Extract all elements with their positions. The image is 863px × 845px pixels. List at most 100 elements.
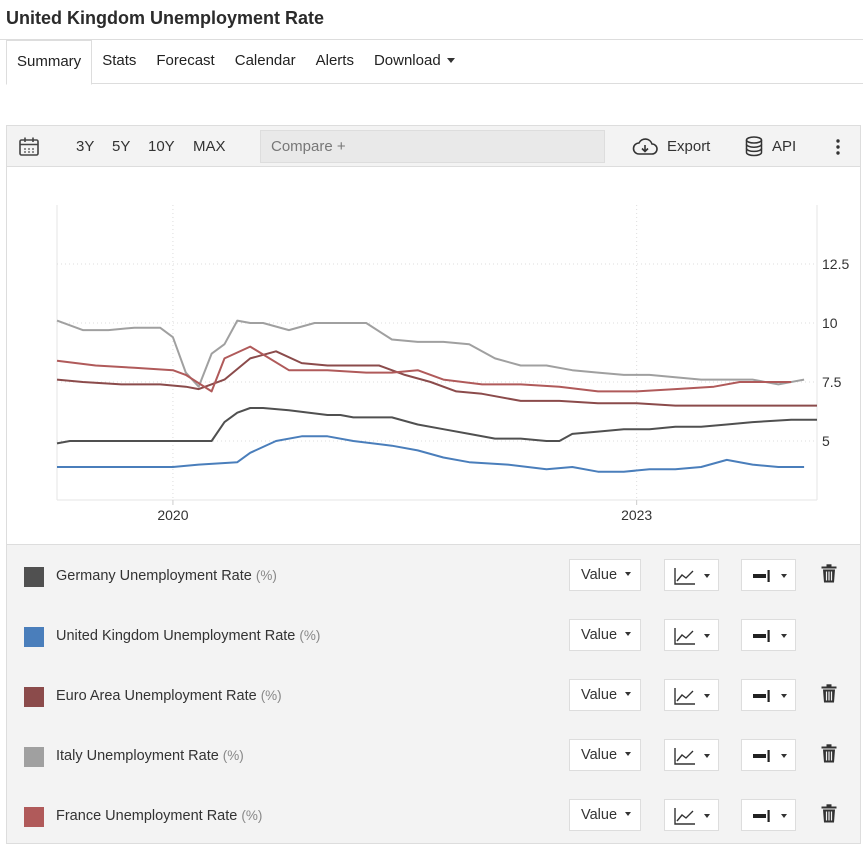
tab-label: Stats (102, 52, 137, 69)
series-name-text: Germany Unemployment Rate (56, 568, 252, 584)
series-panel: Germany Unemployment Rate (%) Value United … (6, 544, 861, 844)
range-3y-button[interactable]: 3Y (76, 138, 95, 155)
series-row: Euro Area Unemployment Rate (%) Value (7, 665, 860, 725)
value-type-label: Value (581, 807, 618, 823)
axis-side-dropdown[interactable] (741, 619, 796, 651)
value-type-label: Value (581, 687, 618, 703)
compare-input[interactable] (260, 130, 605, 163)
value-type-label: Value (581, 747, 618, 763)
trash-icon[interactable] (821, 684, 837, 708)
series-row: Germany Unemployment Rate (%) Value (7, 545, 860, 605)
chart-type-dropdown[interactable] (664, 559, 719, 591)
chart-type-dropdown[interactable] (664, 739, 719, 771)
chevron-down-icon (625, 812, 632, 817)
tab-calendar[interactable]: Calendar (225, 40, 306, 84)
range-max-button[interactable]: MAX (193, 138, 226, 155)
series-name-text: France Unemployment Rate (56, 808, 238, 824)
chart-toolbar: 3Y 5Y 10Y MAX Export API (7, 126, 860, 167)
chart-type-dropdown[interactable] (664, 619, 719, 651)
chart-type-dropdown[interactable] (664, 799, 719, 831)
x-tick-label: 2023 (621, 507, 652, 523)
chevron-down-icon (704, 814, 710, 818)
axis-side-dropdown[interactable] (741, 679, 796, 711)
axis-right-icon (753, 630, 770, 642)
series-name-text: Euro Area Unemployment Rate (56, 688, 257, 704)
tab-forecast[interactable]: Forecast (146, 40, 224, 84)
chevron-down-icon (781, 574, 787, 578)
series-line-italy-unemployment-rate[interactable] (56, 319, 805, 388)
chevron-down-icon (625, 632, 632, 637)
tab-summary[interactable]: Summary (6, 40, 93, 85)
series-name: France Unemployment Rate (%) (56, 808, 262, 824)
database-icon[interactable] (745, 136, 763, 162)
tab-download[interactable]: Download (364, 40, 465, 84)
series-line-germany-unemployment-rate[interactable] (56, 407, 817, 445)
line-chart: 5 7.5 10 12.5 2020 2023 (56, 205, 849, 523)
series-name-text: United Kingdom Unemployment Rate (56, 628, 296, 644)
series-color-swatch[interactable] (24, 687, 44, 707)
series-color-swatch[interactable] (24, 627, 44, 647)
series-line-united-kingdom-unemployment-rate[interactable] (57, 435, 805, 473)
series-line-euro-area-unemployment-rate[interactable] (56, 350, 817, 407)
tab-label: Summary (17, 53, 82, 70)
chevron-down-icon (625, 572, 632, 577)
calendar-icon[interactable] (19, 137, 39, 161)
value-type-dropdown[interactable]: Value (569, 559, 641, 591)
chevron-down-icon (781, 814, 787, 818)
chart-series (56, 319, 817, 473)
chevron-down-icon (704, 634, 710, 638)
trash-icon[interactable] (821, 564, 837, 588)
series-unit: (%) (299, 628, 321, 643)
tab-label: Download (373, 52, 441, 69)
trash-icon[interactable] (821, 744, 837, 768)
title-divider (0, 39, 863, 40)
series-color-swatch[interactable] (24, 567, 44, 587)
axis-right-icon (753, 810, 770, 822)
chart-grid (56, 205, 818, 505)
y-tick-label: 5 (822, 433, 830, 449)
series-unit: (%) (260, 688, 282, 703)
chart-axis-labels: 5 7.5 10 12.5 2020 2023 (157, 256, 849, 523)
cloud-download-icon[interactable] (632, 138, 658, 161)
tab-stats[interactable]: Stats (92, 40, 146, 84)
series-unit: (%) (255, 568, 277, 583)
chevron-down-icon (446, 57, 455, 63)
series-row: United Kingdom Unemployment Rate (%) Value (7, 605, 860, 665)
chart-container: 3Y 5Y 10Y MAX Export API (6, 125, 861, 545)
line-chart-icon (674, 628, 695, 645)
axis-side-dropdown[interactable] (741, 799, 796, 831)
series-unit: (%) (222, 748, 244, 763)
tab-label: Alerts (315, 52, 354, 69)
tab-alerts[interactable]: Alerts (306, 40, 364, 84)
trash-icon[interactable] (821, 804, 837, 828)
chevron-down-icon (704, 754, 710, 758)
chevron-down-icon (625, 692, 632, 697)
more-vertical-icon[interactable] (835, 139, 841, 160)
tab-label: Forecast (156, 52, 215, 69)
series-color-swatch[interactable] (24, 807, 44, 827)
series-row: Italy Unemployment Rate (%) Value (7, 725, 860, 785)
series-color-swatch[interactable] (24, 747, 44, 767)
range-5y-button[interactable]: 5Y (112, 138, 131, 155)
series-name: United Kingdom Unemployment Rate (%) (56, 628, 320, 644)
series-line-france-unemployment-rate[interactable] (56, 345, 792, 393)
api-button[interactable]: API (772, 138, 797, 155)
value-type-dropdown[interactable]: Value (569, 799, 641, 831)
value-type-dropdown[interactable]: Value (569, 739, 641, 771)
line-chart-icon (674, 568, 695, 585)
axis-side-dropdown[interactable] (741, 739, 796, 771)
export-button[interactable]: Export (667, 138, 711, 155)
line-chart-icon (674, 688, 695, 705)
y-tick-label: 10 (822, 315, 838, 331)
series-name: Germany Unemployment Rate (%) (56, 568, 277, 584)
line-chart-icon (674, 808, 695, 825)
series-row: France Unemployment Rate (%) Value (7, 785, 860, 845)
axis-right-icon (753, 750, 770, 762)
range-10y-button[interactable]: 10Y (148, 138, 175, 155)
value-type-dropdown[interactable]: Value (569, 619, 641, 651)
axis-right-icon (753, 690, 770, 702)
chevron-down-icon (781, 694, 787, 698)
value-type-dropdown[interactable]: Value (569, 679, 641, 711)
chart-type-dropdown[interactable] (664, 679, 719, 711)
axis-side-dropdown[interactable] (741, 559, 796, 591)
